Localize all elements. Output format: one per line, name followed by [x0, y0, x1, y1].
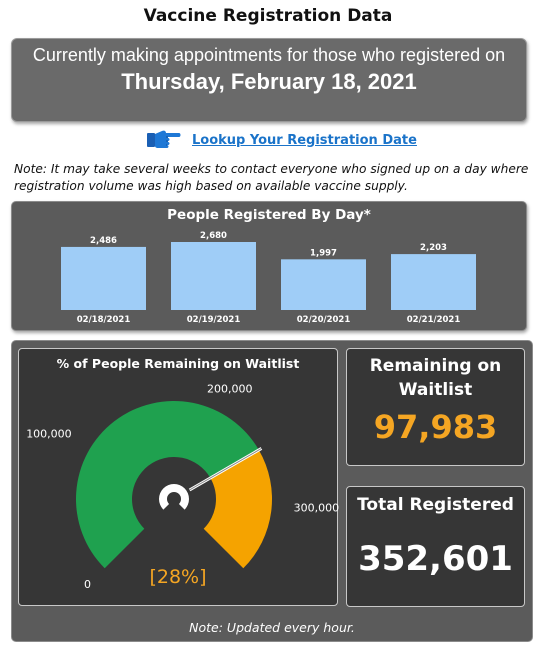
- bar-value-label: 2,486: [90, 236, 117, 246]
- gauge-tick-label: 200,000: [207, 382, 253, 395]
- total-registered-label: Total Registered: [357, 495, 514, 515]
- page-title: Vaccine Registration Data: [143, 6, 393, 26]
- gauge-hub: [159, 484, 189, 510]
- registered-by-day-title: People Registered By Day*: [167, 207, 371, 223]
- waitlist-gauge: 0 100,000 200,000 300,000 [28%]: [26, 382, 339, 591]
- gauge-tick-label: 100,000: [26, 427, 72, 440]
- bar-category-label: 02/21/2021: [407, 315, 461, 325]
- gauge-tick-label: 300,000: [294, 502, 339, 515]
- bar-category-label: 02/19/2021: [187, 315, 241, 325]
- total-registered-value: 352,601: [358, 539, 513, 579]
- bar-category-label: 02/20/2021: [297, 315, 351, 325]
- gauge-remaining-arc: [203, 449, 272, 569]
- appointment-date: Thursday, February 18, 2021: [121, 69, 417, 94]
- appointment-banner: Currently making appointments for those …: [11, 38, 527, 122]
- remaining-waitlist-value: 97,983: [373, 408, 498, 446]
- gauge-title: % of People Remaining on Waitlist: [56, 356, 300, 371]
- supply-note: Note: It may take several weeks to conta…: [14, 162, 529, 193]
- pointing-hand-icon[interactable]: [146, 127, 182, 153]
- remaining-waitlist-card: Remaining on Waitlist 97,983: [346, 348, 525, 466]
- total-registered-card: Total Registered 352,601: [346, 486, 525, 607]
- gauge-percent-label: [28%]: [149, 566, 206, 588]
- lookup-row: Lookup Your Registration Date: [146, 126, 417, 154]
- update-note: Note: Updated every hour.: [189, 620, 355, 635]
- waitlist-gauge-card: % of People Remaining on Waitlist 0 100,0…: [18, 348, 339, 606]
- registered-by-day-panel: People Registered By Day* 2,486 02/18/202…: [11, 201, 527, 331]
- gauge-filled-arc: [76, 401, 259, 569]
- registered-by-day-chart: 2,486 02/18/2021 2,680 02/19/2021 1,997 02/20…: [61, 231, 476, 325]
- bar-value-label: 2,680: [200, 231, 227, 241]
- bar-value-label: 1,997: [310, 248, 337, 258]
- lookup-registration-date-link[interactable]: Lookup Your Registration Date: [192, 132, 417, 148]
- bar-02/20/2021: [281, 259, 366, 310]
- bar-category-label: 02/18/2021: [77, 315, 131, 325]
- gauge-tick-label: 0: [84, 578, 91, 591]
- gauge-needle-core: [189, 448, 262, 491]
- bar-02/19/2021: [171, 242, 256, 310]
- bar-02/21/2021: [391, 254, 476, 310]
- appointment-intro-text: Currently making appointments for those …: [32, 45, 506, 65]
- bar-value-label: 2,203: [420, 243, 447, 253]
- bar-02/18/2021: [61, 246, 146, 310]
- remaining-waitlist-label: Remaining on Waitlist: [369, 356, 502, 400]
